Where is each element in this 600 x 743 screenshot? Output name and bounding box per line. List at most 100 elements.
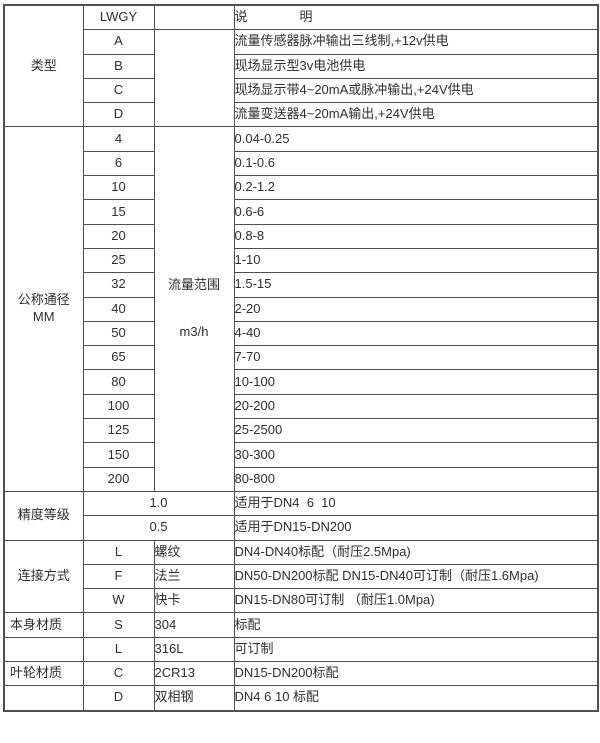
connection-section-label-cell: 连接方式 — [3, 539, 84, 614]
impeller-material-desc-cell: DN15-DN200标配 — [233, 661, 599, 687]
table-row: 150 30-300 — [4, 442, 599, 468]
body-material-name-cell: 304 — [153, 612, 235, 638]
diameter-section-label-cell: 公称通径 MM — [3, 126, 84, 492]
table-row: 精度等级 1.0 适用于DN4 6 10 — [3, 490, 599, 541]
accuracy-desc-cell: 适用于DN15-DN200 — [233, 515, 599, 541]
range-cell: 2-20 — [233, 296, 599, 322]
table-row: 125 25-2500 — [4, 418, 599, 444]
table-row: A 流量传感器脉冲输出三线制,+12v供电 — [4, 29, 599, 128]
table-row: 类型 LWGY 说 明 — [3, 4, 599, 128]
table-row: W 快卡 DN15-DN80可订制 （耐压1.0Mpa) — [4, 588, 599, 614]
range-cell: 80-800 — [233, 466, 599, 492]
impeller-material-code-cell: D — [82, 685, 155, 712]
dn-cell: 10 — [82, 175, 155, 201]
table-row: 叶轮材质 C 2CR13 DN15-DN200标配 — [3, 661, 599, 687]
body-material-desc-cell: 可订制 — [233, 636, 599, 663]
table-row: 15 0.6-6 — [4, 199, 599, 225]
body-material-desc-cell: 标配 — [233, 612, 599, 638]
connection-name-cell: 快卡 — [153, 588, 235, 614]
empty-cell — [153, 29, 235, 128]
dn-cell: 40 — [82, 296, 155, 322]
range-cell: 0.6-6 — [233, 199, 599, 225]
range-cell: 0.8-8 — [233, 223, 599, 249]
range-cell: 1-10 — [233, 247, 599, 274]
type-code-cell: B — [82, 53, 155, 79]
table-row: F 法兰 DN50-DN200标配 DN15-DN40可订制（耐压1.6Mpa) — [4, 563, 599, 590]
dn-cell: 100 — [82, 393, 155, 420]
dn-cell: 65 — [82, 345, 155, 371]
impeller-material-name-cell: 双相钢 — [153, 685, 235, 712]
spec-table: 类型 LWGY 说 明 A 流量传感器脉冲输出三线制,+12v供电 B 现场显示… — [3, 4, 599, 712]
dn-cell: 125 — [82, 418, 155, 444]
type-section-label-cell: 类型 — [3, 4, 84, 128]
range-cell: 10-100 — [233, 369, 599, 395]
range-cell: 1.5-15 — [233, 272, 599, 298]
range-cell: 4-40 — [233, 320, 599, 347]
empty-cell — [3, 636, 84, 663]
dn-cell: 20 — [82, 223, 155, 249]
range-cell: 30-300 — [233, 442, 599, 468]
table-row: 80 10-100 — [4, 369, 599, 395]
range-cell: 0.2-1.2 — [233, 175, 599, 201]
range-cell: 0.1-0.6 — [233, 150, 599, 177]
table-row: C 现场显示带4~20mA或脉冲输出,+24V供电 — [4, 77, 599, 104]
impeller-material-desc-cell: DN4 6 10 标配 — [233, 685, 599, 712]
accuracy-grade-cell: 1.0 — [82, 490, 235, 517]
table-row: B 现场显示型3v电池供电 — [4, 53, 599, 79]
dn-cell: 150 — [82, 442, 155, 468]
table-row: 50 4-40 — [4, 320, 599, 347]
table-row: D 双相钢 DN4 6 10 标配 — [3, 685, 599, 712]
flow-range-label-cell: 流量范围 m3/h — [153, 126, 235, 492]
accuracy-desc-cell: 适用于DN4 6 10 — [233, 490, 599, 517]
connection-desc-cell: DN4-DN40标配（耐压2.5Mpa) — [233, 539, 599, 565]
accuracy-grade-cell: 0.5 — [82, 515, 235, 541]
dn-cell: 15 — [82, 199, 155, 225]
dn-cell: 4 — [82, 126, 155, 152]
connection-desc-cell: DN50-DN200标配 DN15-DN40可订制（耐压1.6Mpa) — [233, 563, 599, 590]
diameter-label-line1: 公称通径 — [17, 292, 70, 308]
type-desc-cell: 流量变送器4~20mA输出,+24V供电 — [233, 102, 599, 128]
type-code-cell: D — [82, 102, 155, 128]
diameter-label-line2: MM — [32, 309, 55, 325]
range-cell: 0.04-0.25 — [233, 126, 599, 152]
body-material-code-cell: L — [82, 636, 155, 663]
table-row: 100 20-200 — [4, 393, 599, 420]
table-row: D 流量变送器4~20mA输出,+24V供电 — [4, 102, 599, 128]
range-cell: 20-200 — [233, 393, 599, 420]
table-row: 10 0.2-1.2 — [4, 175, 599, 201]
table-row: 40 2-20 — [4, 296, 599, 322]
table-row: 本身材质 S 304 标配 — [3, 612, 599, 638]
type-desc-cell: 流量传感器脉冲输出三线制,+12v供电 — [233, 29, 599, 55]
dn-cell: 32 — [82, 272, 155, 298]
type-desc-cell: 现场显示带4~20mA或脉冲输出,+24V供电 — [233, 77, 599, 104]
impeller-material-name-cell: 2CR13 — [153, 661, 235, 687]
body-material-section-label-cell: 本身材质 — [3, 612, 84, 638]
table-row: 32 1.5-15 — [4, 272, 599, 298]
type-desc-cell: 现场显示型3v电池供电 — [233, 53, 599, 79]
empty-cell — [153, 4, 235, 31]
desc-header-cell: 说 明 — [233, 4, 599, 31]
impeller-material-code-cell: C — [82, 661, 155, 687]
connection-code-cell: W — [82, 588, 155, 614]
range-cell: 25-2500 — [233, 418, 599, 444]
impeller-material-section-label-cell: 叶轮材质 — [3, 661, 84, 687]
connection-code-cell: F — [82, 563, 155, 590]
table-row: 65 7-70 — [4, 345, 599, 371]
table-row: 公称通径 MM 4 流量范围 m3/h 0.04-0.25 — [3, 126, 599, 492]
table-row: 25 1-10 — [4, 247, 599, 274]
dn-cell: 50 — [82, 320, 155, 347]
body-material-name-cell: 316L — [153, 636, 235, 663]
body-material-code-cell: S — [82, 612, 155, 638]
table-row: 0.5 适用于DN15-DN200 — [4, 515, 599, 541]
flow-range-label-line1: 流量范围 — [167, 277, 220, 293]
table-row: 连接方式 L 螺纹 DN4-DN40标配（耐压2.5Mpa) — [3, 539, 599, 614]
model-code-cell: LWGY — [82, 4, 155, 31]
table-row: 6 0.1-0.6 — [4, 150, 599, 177]
dn-cell: 25 — [82, 247, 155, 274]
table-row: 200 80-800 — [4, 466, 599, 492]
empty-cell — [3, 685, 84, 712]
dn-cell: 80 — [82, 369, 155, 395]
type-code-cell: A — [82, 29, 155, 55]
accuracy-section-label-cell: 精度等级 — [3, 490, 84, 541]
connection-name-cell: 法兰 — [153, 563, 235, 590]
